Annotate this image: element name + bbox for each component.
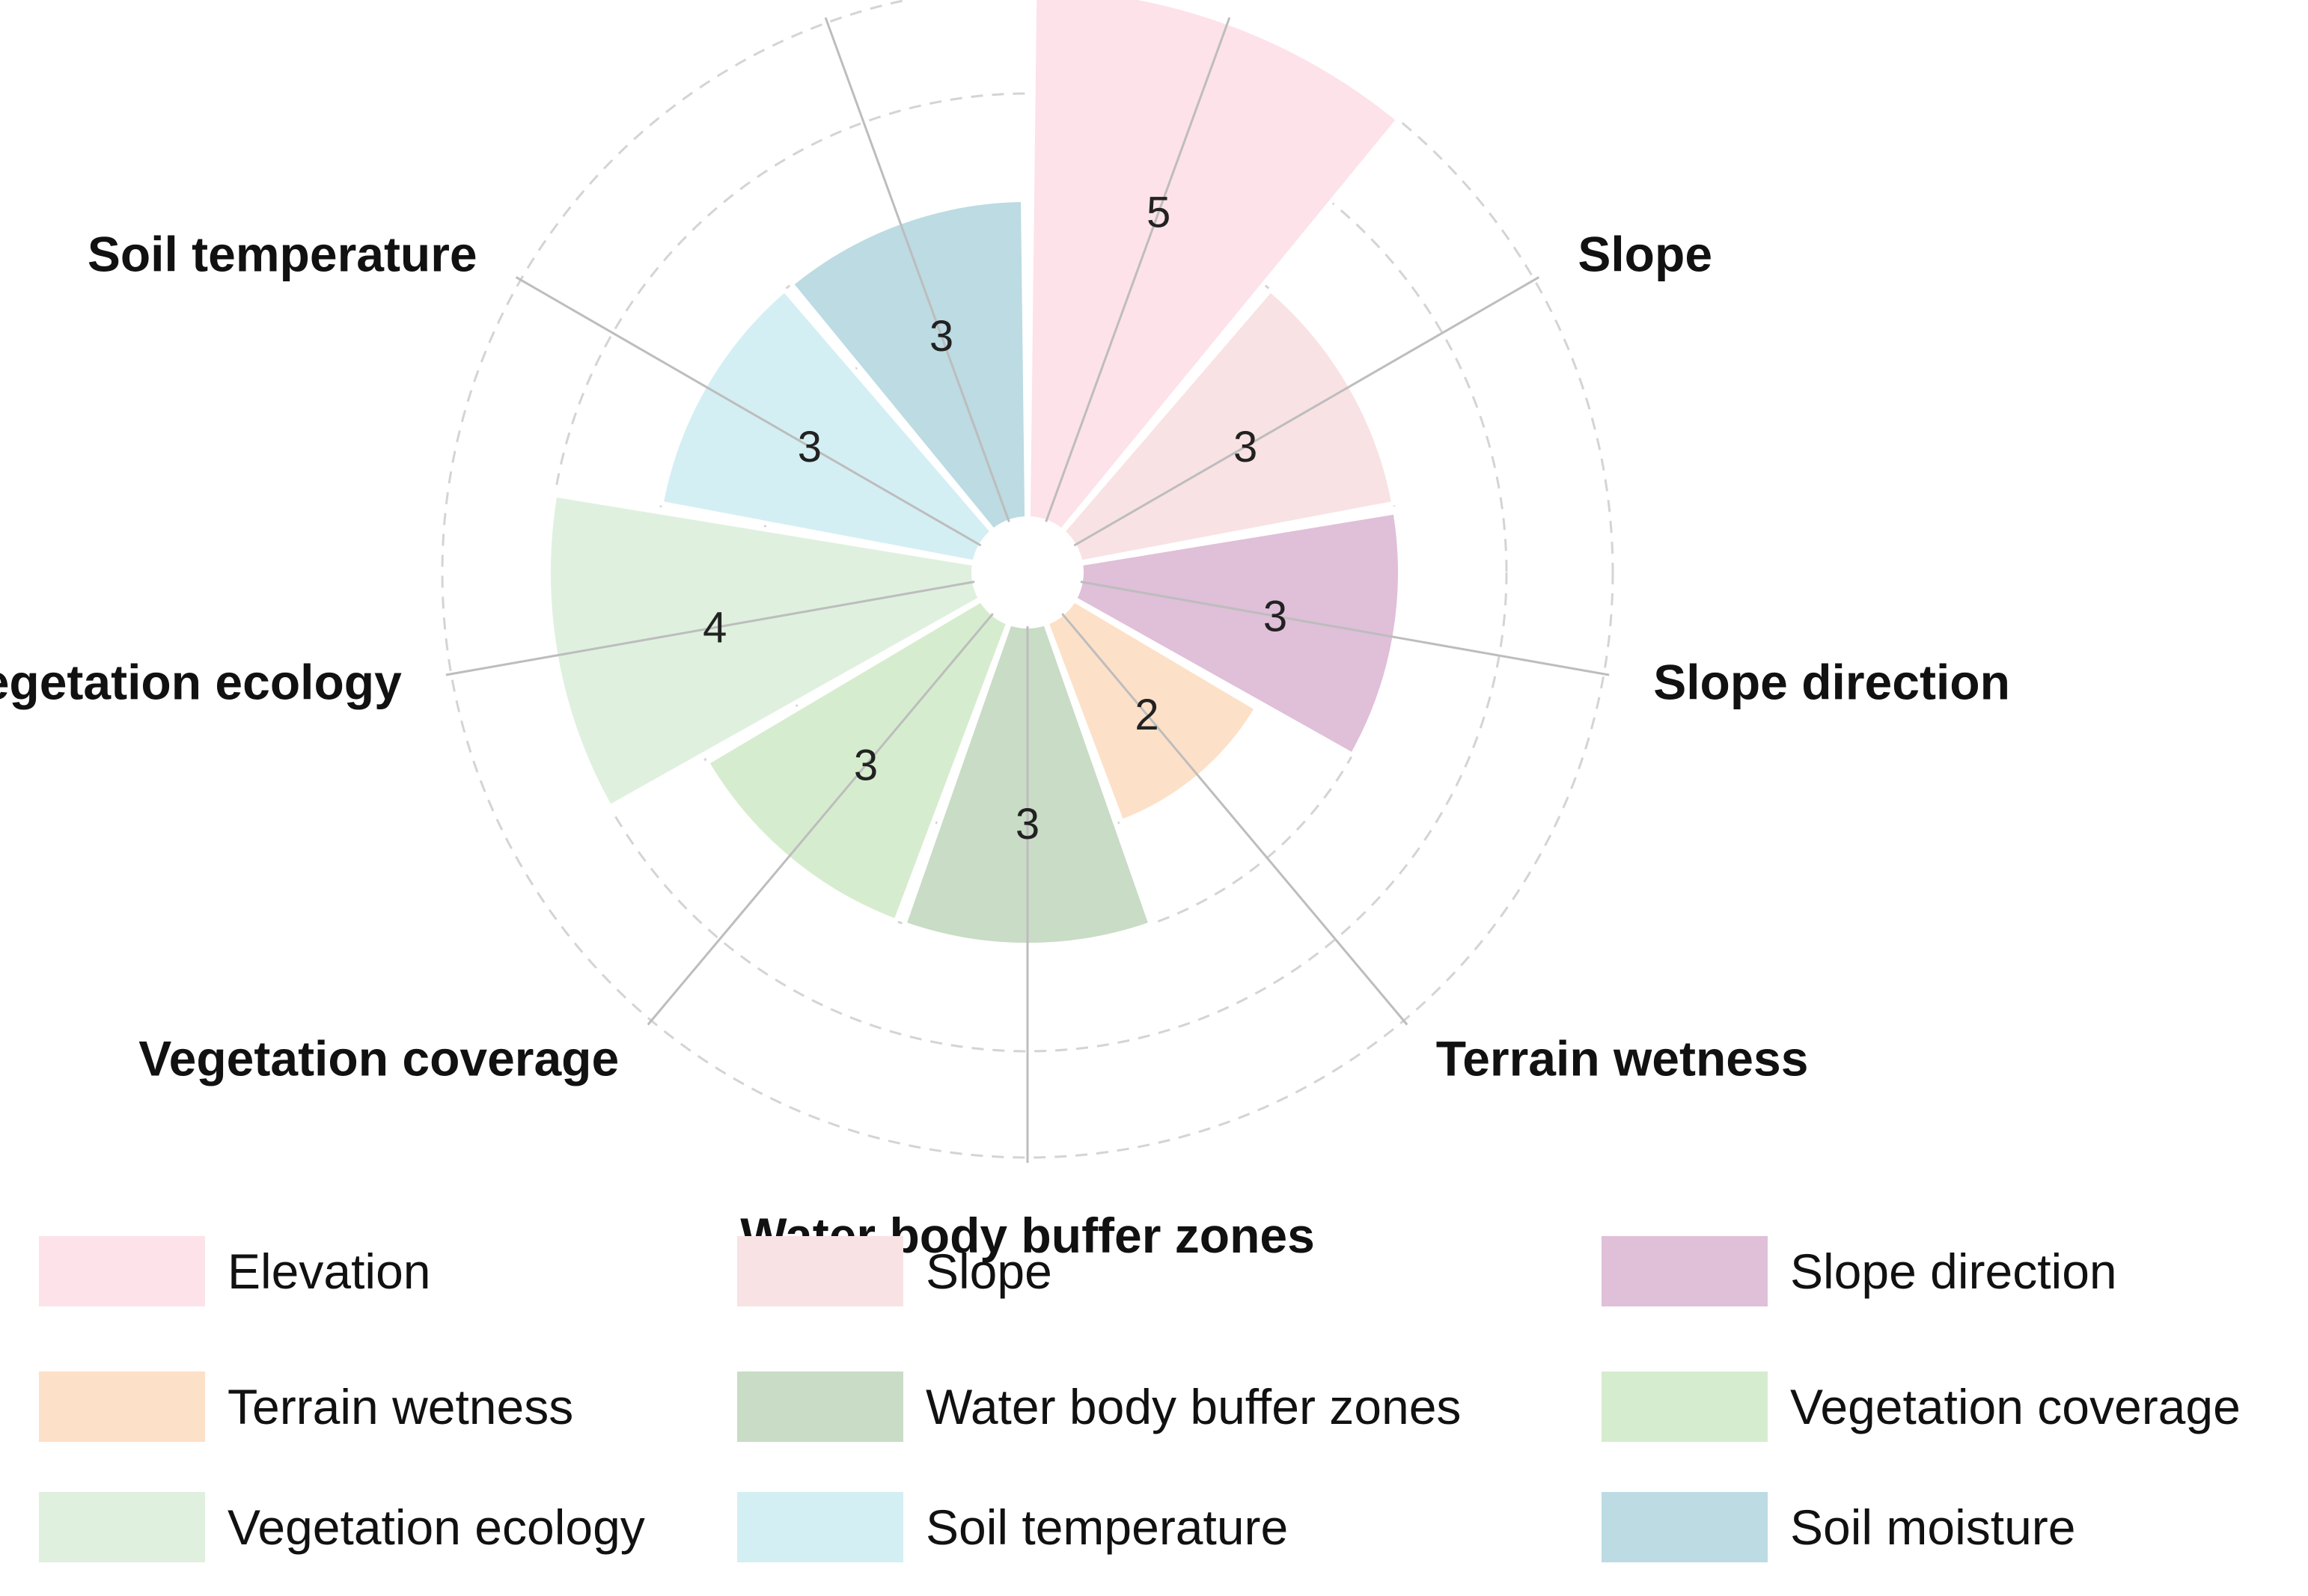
legend-label: Vegetation coverage — [1790, 1379, 2241, 1434]
legend-label: Soil moisture — [1790, 1499, 2075, 1555]
legend: Elevation Slope Slope direction Terrain wet… — [39, 1236, 2241, 1562]
leader-line-soil-moisture — [824, 16, 1010, 522]
label-group: Elevation5Slope3Slope direction3Terrain … — [0, 189, 2010, 1263]
legend-item-terrain-wetness: Terrain wetness — [39, 1372, 573, 1442]
bar-vegetation-coverage — [703, 596, 1012, 924]
value-label-soil-moisture: 3 — [929, 312, 953, 361]
leader-line-elevation — [1045, 16, 1231, 522]
legend-swatch — [39, 1492, 205, 1562]
value-label-vegetation-ecology: 4 — [703, 604, 727, 652]
category-label-slope: Slope — [1578, 226, 1712, 281]
bar-soil-temperature — [659, 287, 996, 566]
leader-line-soil-temperature — [515, 276, 982, 547]
value-label-water-body-buffer-zones: 3 — [1016, 800, 1039, 849]
legend-swatch — [1602, 1492, 1768, 1562]
category-label-soil-temperature: Soil temperature — [88, 226, 477, 281]
grid-circle-5 — [441, 0, 1614, 1159]
legend-label: Water body buffer zones — [926, 1379, 1461, 1434]
leader-line-terrain-wetness — [1061, 613, 1408, 1026]
value-label-slope: 3 — [1233, 423, 1257, 471]
legend-label: Soil temperature — [926, 1499, 1288, 1555]
legend-label: Vegetation ecology — [228, 1499, 645, 1555]
bar-slope — [1059, 287, 1396, 566]
category-label-slope-direction: Slope direction — [1653, 654, 2010, 709]
legend-swatch — [39, 1236, 205, 1306]
leader-line-slope — [1073, 276, 1540, 547]
legend-swatch — [1602, 1372, 1768, 1442]
bar-terrain-wetness — [1043, 596, 1260, 825]
legend-swatch — [737, 1372, 903, 1442]
legend-label: Slope direction — [1790, 1244, 2117, 1299]
legend-swatch — [737, 1492, 903, 1562]
category-label-vegetation-coverage: Vegetation coverage — [138, 1030, 619, 1086]
legend-swatch — [737, 1236, 903, 1306]
category-label-vegetation-ecology: Vegetation ecology — [0, 654, 402, 709]
legend-item-slope-direction: Slope direction — [1602, 1236, 2117, 1306]
legend-item-soil-temperature: Soil temperature — [737, 1492, 1288, 1562]
legend-label: Terrain wetness — [228, 1379, 573, 1434]
legend-item-slope: Slope — [737, 1236, 1052, 1306]
legend-label: Slope — [926, 1244, 1052, 1299]
legend-label: Elevation — [228, 1244, 431, 1299]
bar-vegetation-ecology — [546, 492, 984, 810]
bar-group — [546, 0, 1402, 947]
grid-circle-4 — [547, 92, 1508, 1053]
leader-line-vegetation-coverage — [647, 613, 994, 1026]
bar-slope-direction — [1071, 509, 1402, 758]
value-label-soil-temperature: 3 — [798, 423, 822, 471]
value-label-terrain-wetness: 2 — [1135, 691, 1158, 739]
legend-item-soil-moisture: Soil moisture — [1602, 1492, 2075, 1562]
legend-item-water-body-buffer-zones: Water body buffer zones — [737, 1372, 1461, 1442]
leader-lines — [445, 16, 1610, 1164]
legend-swatch — [39, 1372, 205, 1442]
legend-item-vegetation-ecology: Vegetation ecology — [39, 1492, 645, 1562]
bar-soil-moisture — [788, 197, 1030, 534]
category-label-terrain-wetness: Terrain wetness — [1436, 1030, 1809, 1086]
leader-line-slope-direction — [1080, 581, 1610, 676]
value-label-elevation: 5 — [1147, 189, 1170, 237]
value-label-vegetation-coverage: 3 — [854, 741, 878, 789]
bar-elevation — [1025, 0, 1402, 534]
leader-line-vegetation-ecology — [445, 581, 975, 676]
legend-item-vegetation-coverage: Vegetation coverage — [1602, 1372, 2241, 1442]
value-label-slope-direction: 3 — [1263, 592, 1287, 640]
legend-swatch — [1602, 1236, 1768, 1306]
legend-item-elevation: Elevation — [39, 1236, 431, 1306]
